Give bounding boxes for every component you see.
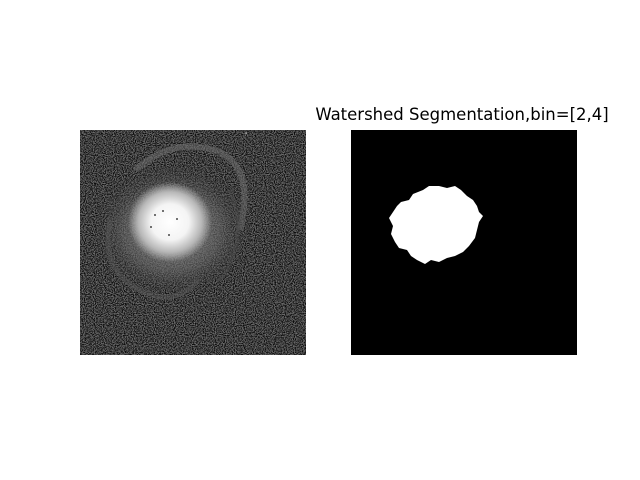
segmentation-mask-image [351, 130, 577, 355]
right-image-title: Watershed Segmentation,bin=[2,4] [315, 105, 609, 124]
outer-arc [133, 143, 248, 231]
grayscale-image-canvas [80, 130, 306, 355]
bright-core [128, 182, 212, 262]
original-grayscale-image [80, 130, 306, 355]
binary-mask-canvas [351, 130, 577, 355]
segmented-region [389, 186, 483, 264]
